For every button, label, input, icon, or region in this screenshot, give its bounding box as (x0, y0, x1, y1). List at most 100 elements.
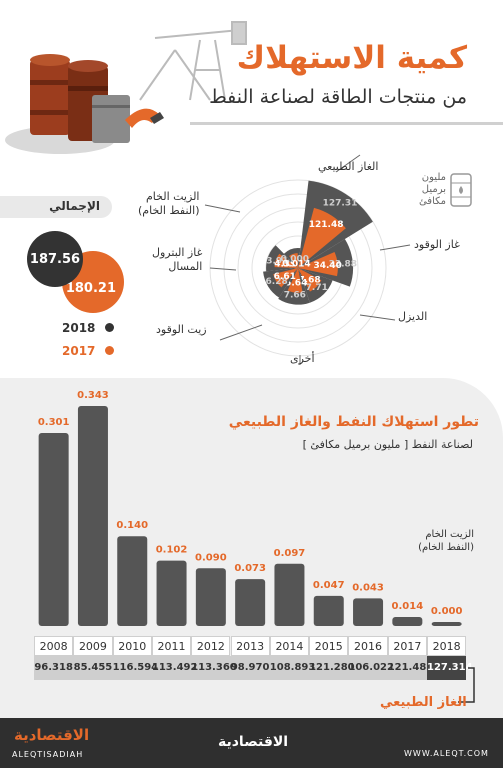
gas-value-cell: 116.594 (112, 662, 159, 673)
polar-wedge-2017 (273, 268, 298, 288)
year-cell: 2014 (269, 636, 310, 656)
polar-wedge-2017 (298, 207, 346, 268)
unit-label-line: مليون (421, 172, 446, 183)
category-text: الغاز الطبيعي (318, 160, 379, 173)
total-label: الإجمالي (49, 199, 100, 213)
polar-value-label-2017: 121.48 (309, 220, 344, 230)
year-cell: 2017 (387, 636, 427, 656)
year-row: 2008 2009 2010 2011 2012 2013 2014 2015 2016 2017… (34, 636, 467, 656)
polar-leader-line (379, 244, 411, 251)
footer-logo: الاقتصادية (14, 726, 90, 744)
footer: الاقتصادية ALEQTISADIAH الاقتصادية WWW.A… (0, 718, 503, 768)
year-cell: 2008 (34, 636, 74, 656)
polar-wedge-2017 (289, 253, 298, 268)
polar-wedge-2017 (287, 268, 303, 293)
series-label-line: (النفط الخام) (418, 542, 474, 553)
pumpjack-icon (139, 21, 247, 101)
polar-leader-line (335, 154, 361, 173)
polar-wedge-2017 (298, 251, 338, 277)
bar (77, 406, 108, 626)
unit-label-line: برميل (421, 184, 446, 195)
bar-value-label: 0.047 (313, 580, 345, 591)
polar-value-label-2018: 127.31 (323, 198, 358, 208)
legend-2017-dot (104, 346, 114, 355)
gas-value-cell: 113.360 (191, 662, 237, 673)
footer-brand-en: ALEQTISADIAH (12, 750, 84, 759)
barrels-icon (5, 54, 164, 154)
gas-value-cell: 121.280 (309, 662, 355, 673)
bar-value-label: 0.140 (116, 520, 148, 531)
year-cell: 2009 (73, 636, 113, 656)
polar-leader-line (359, 314, 396, 321)
bar-value-label: 0.102 (156, 545, 188, 556)
category-text: زيت الوقود (156, 323, 207, 336)
gas-series-label: الغاز الطبيعي (380, 695, 467, 710)
bar-value-label: 0.301 (38, 417, 70, 428)
polar-leader-line (219, 324, 263, 341)
bar-chart-title: تطور استهلاك النفط والغاز الطبيعي (228, 414, 479, 430)
polar-wedge-2017 (274, 253, 298, 268)
footer-website: WWW.ALEQT.COM (404, 749, 489, 758)
legend-2017: 2017 (62, 340, 114, 359)
footer-center-logo: الاقتصادية (218, 734, 289, 750)
bar (156, 560, 187, 626)
bar (353, 598, 384, 626)
bar (117, 536, 148, 626)
category-text: غاز البترول (152, 246, 203, 259)
unit-label-line: مكافئ (418, 196, 446, 207)
polar-value-label-2017: 4.39 (274, 259, 296, 269)
gas-value-cell: 85.455 (73, 662, 113, 673)
polar-wedge-2017 (298, 268, 322, 292)
bar-value-label: 0.073 (234, 563, 266, 574)
polar-grid-ring (237, 207, 359, 329)
bar-chart: 0.301 0.343 0.140 0.102 0.090 0.073 0.097 0.047… (38, 390, 463, 626)
polar-value-label-2018: 3.91 (266, 257, 288, 267)
polar-category-label: زيت الوقود (156, 323, 207, 337)
bar-value-label: 0.014 (392, 601, 424, 612)
polar-value-label-2017: 7.68 (298, 276, 320, 286)
bar-value-label: 0.097 (274, 548, 306, 559)
category-text: الزيت الخام (145, 190, 200, 203)
legend-2017-label: 2017 (62, 344, 96, 358)
legend-2018-label: 2018 (62, 321, 96, 335)
polar-category-label: غاز الوقود (414, 238, 460, 252)
bar-value-label: 0.043 (352, 582, 384, 593)
bar (431, 622, 462, 626)
total-2018-bubble: 187.56 (27, 231, 83, 287)
gas-value-cell: 121.481 (387, 662, 434, 673)
bar-chart-subtitle: لصناعة النفط [ مليون برميل مكافئ ] (302, 438, 473, 451)
bar (392, 617, 423, 626)
polar-value-label-2018: 7.66 (284, 290, 306, 300)
total-2018-value: 187.56 (29, 251, 81, 267)
crude-series-label: الزيت الخام (النفط الخام) (394, 528, 474, 554)
year-cell: 2013 (230, 636, 270, 656)
polar-category-label: أخرى (290, 352, 315, 366)
polar-category-label: غاز البترول المسال (152, 246, 202, 274)
category-text: المسال (168, 260, 203, 273)
oil-industry-illustration (5, 21, 247, 154)
bar-value-label: 0.343 (77, 390, 109, 401)
year-cell: 2010 (112, 636, 152, 656)
polar-leader-line (204, 204, 241, 213)
header-divider (190, 122, 503, 125)
series-label-line: الزيت الخام (425, 529, 474, 540)
category-text: غاز الوقود (414, 238, 460, 251)
bar (313, 595, 344, 626)
bar (274, 563, 305, 626)
polar-value-label-2017: 34.40 (313, 261, 341, 271)
category-text: أخرى (290, 352, 315, 365)
total-label-pill: الإجمالي (0, 196, 112, 218)
gas-value-cell: 113.492 (151, 662, 198, 673)
gas-value-cell: 106.022 (348, 662, 394, 673)
year-cell: 2016 (348, 636, 388, 656)
polar-category-label: الديزل (398, 310, 427, 324)
year-cell: 2012 (191, 636, 231, 656)
polar-value-label-2018: 6.28 (266, 277, 288, 287)
year-cell: 2018 (427, 636, 467, 656)
page-subtitle: من منتجات الطاقة لصناعة النفط (209, 86, 467, 108)
polar-value-label-2017: 5.64 (285, 279, 307, 289)
legend-2018-dot (104, 323, 114, 332)
polar-value-label-2017: 6.61 (274, 272, 296, 282)
polar-grid-ring (223, 193, 373, 343)
bar (38, 432, 69, 626)
